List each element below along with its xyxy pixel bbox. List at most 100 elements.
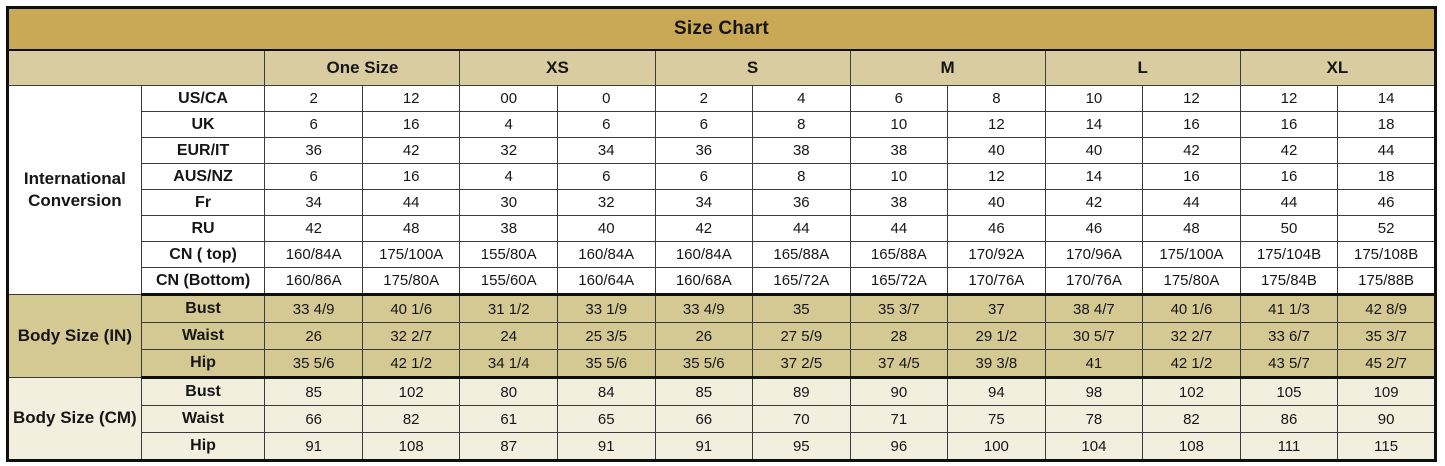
table-cell: 102 bbox=[1142, 377, 1241, 406]
table-cell: 42 bbox=[264, 215, 363, 242]
table-cell: 16 bbox=[361, 111, 461, 138]
row-label: EUR/IT bbox=[140, 137, 266, 164]
table-cell: 160/68A bbox=[654, 267, 754, 296]
table-row: UK 6 16 4 6 6 8 10 12 14 16 16 18 bbox=[8, 111, 1436, 138]
table-row: Waist 26 32 2/7 24 25 3/5 26 27 5/9 28 29 1/2 30 … bbox=[8, 322, 1436, 350]
table-row: Waist 66 82 61 65 66 70 71 75 78 82 86 90 bbox=[8, 405, 1436, 433]
table-cell: 115 bbox=[1337, 432, 1436, 462]
table-cell: 175/88B bbox=[1337, 267, 1436, 296]
table-cell: 89 bbox=[752, 377, 851, 406]
table-cell: 34 bbox=[654, 189, 754, 216]
table-cell: 40 bbox=[1044, 137, 1144, 164]
table-cell: 42 bbox=[361, 137, 461, 164]
table-cell: 175/80A bbox=[1142, 267, 1241, 296]
table-row: Fr 34 44 30 32 34 36 38 40 42 44 44 46 bbox=[8, 189, 1436, 216]
table-cell: 109 bbox=[1337, 377, 1436, 406]
table-cell: 46 bbox=[1044, 215, 1144, 242]
table-cell: 48 bbox=[361, 215, 461, 242]
table-cell: 165/88A bbox=[752, 241, 851, 268]
table-cell: 18 bbox=[1337, 163, 1436, 190]
size-chart-table: Size Chart One Size XS S M L XL International… bbox=[6, 6, 1437, 462]
row-label: UK bbox=[140, 111, 266, 138]
table-cell: 44 bbox=[752, 215, 851, 242]
table-cell: 16 bbox=[1142, 111, 1241, 138]
table-cell: 175/100A bbox=[361, 241, 461, 268]
table-cell: 35 bbox=[752, 294, 851, 323]
table-cell: 42 bbox=[1239, 137, 1339, 164]
table-cell: 2 bbox=[264, 85, 363, 112]
table-cell: 37 bbox=[947, 294, 1046, 323]
table-cell: 38 bbox=[849, 137, 949, 164]
table-cell: 160/86A bbox=[264, 267, 363, 296]
table-cell: 35 5/6 bbox=[654, 349, 754, 379]
table-cell: 33 4/9 bbox=[264, 294, 363, 323]
table-cell: 42 8/9 bbox=[1337, 294, 1436, 323]
table-cell: 170/76A bbox=[947, 267, 1046, 296]
table-cell: 44 bbox=[1239, 189, 1339, 216]
table-row: CN ( top) 160/84A 175/100A 155/80A 160/84A 16… bbox=[8, 241, 1436, 268]
table-title: Size Chart bbox=[7, 7, 1436, 51]
table-cell: 6 bbox=[264, 163, 363, 190]
table-cell: 40 bbox=[556, 215, 656, 242]
table-cell: 14 bbox=[1337, 85, 1436, 112]
table-cell: 10 bbox=[1044, 85, 1144, 112]
table-cell: 12 bbox=[1239, 85, 1339, 112]
table-cell: 91 bbox=[556, 432, 656, 462]
table-cell: 6 bbox=[264, 111, 363, 138]
table-cell: 8 bbox=[752, 163, 851, 190]
table-cell: 6 bbox=[556, 111, 656, 138]
header-corner-cell bbox=[6, 49, 266, 86]
row-label: Waist bbox=[140, 405, 266, 433]
row-label: US/CA bbox=[140, 85, 266, 112]
table-cell: 175/84B bbox=[1239, 267, 1339, 296]
table-cell: 16 bbox=[1239, 111, 1339, 138]
size-header-l: L bbox=[1044, 49, 1241, 86]
table-cell: 30 bbox=[459, 189, 558, 216]
table-cell: 33 4/9 bbox=[654, 294, 754, 323]
table-cell: 41 1/3 bbox=[1239, 294, 1339, 323]
table-cell: 41 bbox=[1044, 349, 1144, 379]
table-cell: 170/96A bbox=[1044, 241, 1144, 268]
table-cell: 40 bbox=[947, 137, 1046, 164]
table-row: Body Size (IN) Bust 33 4/9 40 1/6 31 1/2 33 1… bbox=[7, 294, 1436, 378]
table-cell: 90 bbox=[849, 377, 949, 406]
table-cell: 175/100A bbox=[1142, 241, 1241, 268]
table-cell: 32 2/7 bbox=[361, 322, 461, 350]
row-label: CN ( top) bbox=[140, 241, 266, 268]
table-cell: 10 bbox=[849, 163, 949, 190]
table-row: Hip 35 5/6 42 1/2 34 1/4 35 5/6 35 5/6 37 2/5 3… bbox=[8, 349, 1436, 379]
title-row: Size Chart bbox=[7, 7, 1436, 51]
table-cell: 16 bbox=[1239, 163, 1339, 190]
table-cell: 160/84A bbox=[654, 241, 754, 268]
table-cell: 35 5/6 bbox=[556, 349, 656, 379]
table-cell: 45 2/7 bbox=[1337, 349, 1436, 379]
table-cell: 65 bbox=[556, 405, 656, 433]
group-label: Body Size (CM) bbox=[7, 377, 142, 461]
table-cell: 37 4/5 bbox=[849, 349, 949, 379]
table-cell: 48 bbox=[1142, 215, 1241, 242]
table-cell: 14 bbox=[1044, 163, 1144, 190]
table-cell: 29 1/2 bbox=[947, 322, 1046, 350]
table-cell: 160/84A bbox=[264, 241, 363, 268]
table-cell: 46 bbox=[1337, 189, 1436, 216]
table-cell: 46 bbox=[947, 215, 1046, 242]
table-cell: 8 bbox=[947, 85, 1046, 112]
table-cell: 165/72A bbox=[752, 267, 851, 296]
table-cell: 105 bbox=[1239, 377, 1339, 406]
table-cell: 75 bbox=[947, 405, 1046, 433]
table-cell: 50 bbox=[1239, 215, 1339, 242]
table-cell: 35 5/6 bbox=[264, 349, 363, 379]
table-cell: 70 bbox=[752, 405, 851, 433]
table-cell: 27 5/9 bbox=[752, 322, 851, 350]
table-cell: 40 1/6 bbox=[1142, 294, 1241, 323]
table-body: International Conversion US/CA 2 12 00 0 2 4 6 8 1… bbox=[7, 85, 1436, 462]
table-cell: 36 bbox=[752, 189, 851, 216]
table-cell: 82 bbox=[1142, 405, 1241, 433]
table-cell: 94 bbox=[947, 377, 1046, 406]
size-header-xl: XL bbox=[1239, 49, 1437, 86]
table-cell: 38 bbox=[752, 137, 851, 164]
table-cell: 8 bbox=[752, 111, 851, 138]
table-cell: 6 bbox=[556, 163, 656, 190]
table-cell: 96 bbox=[849, 432, 949, 462]
